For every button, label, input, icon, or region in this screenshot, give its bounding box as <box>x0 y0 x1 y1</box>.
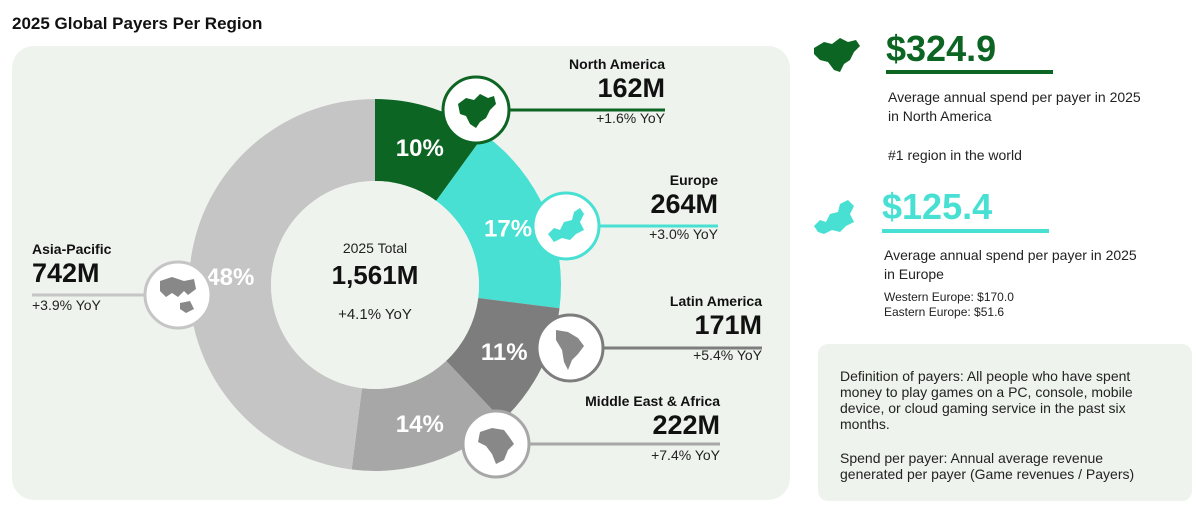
region-yoy: +3.0% YoY <box>649 226 718 242</box>
region-name: Middle East & Africa <box>585 393 720 409</box>
payers-definition: Definition of payers: All people who hav… <box>840 368 1170 432</box>
europe-spend-value: $125.4 <box>882 186 993 227</box>
payers-definition-line: Definition of payers: All people who hav… <box>840 368 1131 384</box>
payers-definition-line: device, or cloud gaming service in the p… <box>840 400 1126 416</box>
north-america-rank-note: #1 region in the world <box>888 147 1022 163</box>
asia-pacific-map-icon <box>143 260 213 330</box>
percent-label: 48% <box>206 264 254 291</box>
region-value: 264M <box>650 189 718 219</box>
center-total-label: 2025 Total <box>342 240 408 256</box>
donut-slice-latin-america <box>446 298 560 421</box>
region-value: 742M <box>32 258 100 288</box>
label-asia-pacific: Asia-Pacific 742M +3.9% YoY <box>32 241 182 313</box>
north-america-map-icon <box>441 75 511 145</box>
label-latin-america: Latin America 171M +5.4% YoY <box>560 293 762 363</box>
north-america-spend-text2: in North America <box>888 108 992 124</box>
africa-map-icon <box>461 409 531 479</box>
percent-label: 17% <box>484 215 532 242</box>
label-europe: Europe 264M +3.0% YoY <box>558 172 718 242</box>
north-america-spend-text1: Average annual spend per payer in 2025 <box>888 89 1141 105</box>
donut-center <box>271 181 479 389</box>
spend-definition-line: generated per payer (Game revenues / Pay… <box>840 466 1135 482</box>
north-america-underline <box>886 70 1053 74</box>
europe-underline <box>882 229 1049 233</box>
region-yoy: +7.4% YoY <box>651 447 720 463</box>
region-value: 171M <box>694 310 762 340</box>
region-name: Europe <box>669 172 718 188</box>
europe-map-icon <box>531 191 601 261</box>
donut-slice-europe <box>436 134 561 309</box>
region-yoy: +1.6% YoY <box>596 110 665 126</box>
percent-label: 14% <box>396 411 444 438</box>
donut-chart: 10% 17% 11% 14% 48% <box>32 75 762 479</box>
western-europe-spend: Western Europe: $170.0 <box>884 290 1014 304</box>
europe-spend-text2: in Europe <box>884 266 944 282</box>
spend-definition-line: Spend per payer: Annual average revenue <box>840 450 1104 466</box>
latin-america-map-icon <box>535 313 605 383</box>
definitions-box: Definition of payers: All people who hav… <box>818 344 1192 501</box>
region-yoy: +3.9% YoY <box>32 297 101 313</box>
europe-map-icon <box>814 200 854 234</box>
eastern-europe-spend: Eastern Europe: $51.6 <box>884 305 1005 319</box>
region-yoy: +5.4% YoY <box>693 347 762 363</box>
chart-title: 2025 Global Payers Per Region <box>12 14 263 33</box>
center-total-value: 1,561M <box>331 260 419 290</box>
payers-definition-line: money to play games on a PC, console, mo… <box>840 384 1133 400</box>
donut-slice-asia-pacific <box>188 99 375 470</box>
center-total-yoy: +4.1% YoY <box>338 306 412 323</box>
percent-label: 10% <box>396 135 444 162</box>
spend-definition: Spend per payer: Annual average revenue … <box>840 450 1170 482</box>
label-middle-east-africa: Middle East & Africa 222M +7.4% YoY <box>540 393 720 463</box>
north-america-spend-value: $324.9 <box>886 28 997 69</box>
region-value: 222M <box>652 410 720 440</box>
label-north-america: North America 162M +1.6% YoY <box>505 56 665 126</box>
region-name: Latin America <box>669 293 762 309</box>
payers-definition-line: months. <box>840 416 890 432</box>
north-america-map-icon <box>814 38 860 72</box>
europe-spend-text1: Average annual spend per payer in 2025 <box>884 247 1137 263</box>
percent-label: 11% <box>481 339 528 366</box>
region-name: Asia-Pacific <box>32 241 112 257</box>
region-name: North America <box>569 56 665 72</box>
region-value: 162M <box>597 73 665 103</box>
